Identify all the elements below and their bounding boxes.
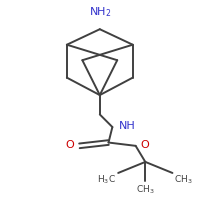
Text: NH: NH [119, 121, 136, 131]
Text: CH$_3$: CH$_3$ [136, 184, 155, 196]
Text: NH$_2$: NH$_2$ [89, 5, 111, 19]
Text: O: O [65, 140, 74, 150]
Text: H$_3$C: H$_3$C [97, 174, 116, 186]
Text: O: O [140, 140, 149, 150]
Text: CH$_3$: CH$_3$ [174, 174, 193, 186]
